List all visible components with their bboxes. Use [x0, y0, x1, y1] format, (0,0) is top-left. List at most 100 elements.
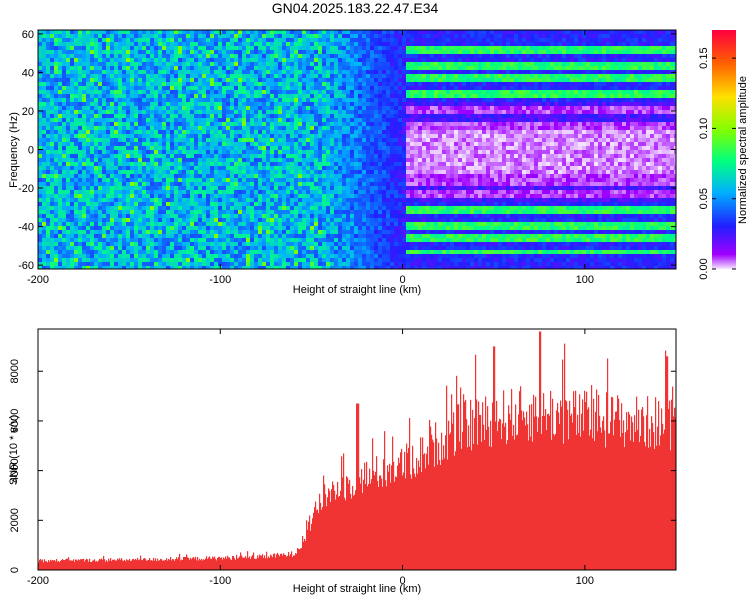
heatmap-cell [270, 94, 274, 98]
heatmap-cell [262, 170, 266, 174]
heatmap-cell [46, 250, 50, 254]
heatmap-cell [58, 54, 62, 58]
heatmap-cell [298, 194, 302, 198]
heatmap-cell [118, 110, 122, 114]
heatmap-cell [330, 150, 334, 154]
heatmap-cell [246, 230, 250, 234]
heatmap-cell [122, 222, 126, 226]
heatmap-cell [362, 158, 366, 162]
heatmap-cell [38, 126, 42, 130]
heatmap-cell [246, 242, 250, 246]
heatmap-cell [106, 254, 110, 258]
heatmap-cell [218, 198, 222, 202]
heatmap-cell [254, 110, 258, 114]
heatmap-cell [222, 230, 226, 234]
heatmap-cell [278, 246, 282, 250]
heatmap-cell [114, 82, 118, 86]
heatmap-cell [246, 78, 250, 82]
heatmap-cell [314, 214, 318, 218]
heatmap-cell [162, 202, 166, 206]
heatmap-cell [226, 166, 230, 170]
heatmap-cell [362, 118, 366, 122]
heatmap-cell [362, 114, 366, 118]
heatmap-cell [130, 126, 134, 130]
heatmap-cell [98, 246, 102, 250]
heatmap-cell [274, 190, 278, 194]
heatmap-cell [198, 178, 202, 182]
heatmap-cell [146, 130, 150, 134]
heatmap-cell [94, 154, 98, 158]
heatmap-cell [214, 218, 218, 222]
heatmap-cell [214, 210, 218, 214]
heatmap-cell [58, 82, 62, 86]
heatmap-cell [330, 158, 334, 162]
heatmap-cell [346, 134, 350, 138]
heatmap-cell [342, 102, 346, 106]
heatmap-cell [322, 110, 326, 114]
heatmap-cell [142, 162, 146, 166]
heatmap-cell [106, 94, 110, 98]
heatmap-cell [150, 198, 154, 202]
heatmap-cell [290, 98, 294, 102]
heatmap-cell [214, 226, 218, 230]
heatmap-cell [318, 38, 322, 42]
heatmap-cell [82, 90, 86, 94]
heatmap-cell [170, 174, 174, 178]
heatmap-cell [178, 50, 182, 54]
heatmap-cell [186, 30, 190, 34]
heatmap-cell [302, 206, 306, 210]
heatmap-cell [110, 78, 114, 82]
heatmap-cell [266, 126, 270, 130]
heatmap-cell [94, 70, 98, 74]
heatmap-cell [46, 78, 50, 82]
heatmap-cell [58, 126, 62, 130]
heatmap-cell [134, 114, 138, 118]
heatmap-cell [154, 222, 158, 226]
heatmap-cell [250, 250, 254, 254]
heatmap-cell [238, 202, 242, 206]
heatmap-cell [158, 214, 162, 218]
heatmap-cell [46, 158, 50, 162]
heatmap-cell [202, 142, 206, 146]
heatmap-cell [222, 214, 226, 218]
heatmap-cell [338, 110, 342, 114]
heatmap-cell [170, 142, 174, 146]
heatmap-cell [290, 94, 294, 98]
heatmap-cell [250, 30, 254, 34]
heatmap-cell [102, 102, 106, 106]
heatmap-cell [154, 258, 158, 262]
heatmap-cell [142, 98, 146, 102]
heatmap-cell [222, 78, 226, 82]
heatmap-cell [222, 86, 226, 90]
heatmap-cell [186, 266, 190, 269]
heatmap-cell [326, 90, 330, 94]
heatmap-cell [114, 142, 118, 146]
heatmap-cell [262, 42, 266, 46]
heatmap-cell [318, 122, 322, 126]
heatmap-cell [210, 178, 214, 182]
heatmap-cell [110, 126, 114, 130]
heatmap-cell [362, 242, 366, 246]
heatmap-cell [74, 138, 78, 142]
heatmap-cell [362, 134, 366, 138]
heatmap-cell [50, 154, 54, 158]
heatmap-cell [58, 110, 62, 114]
heatmap-cell [162, 238, 166, 242]
heatmap-cell [182, 258, 186, 262]
heatmap-cell [230, 174, 234, 178]
heatmap-cell [266, 154, 270, 158]
heatmap-cell [114, 250, 118, 254]
heatmap-cell [150, 226, 154, 230]
heatmap-cell [290, 126, 294, 130]
heatmap-cell [170, 162, 174, 166]
heatmap-cell [206, 46, 210, 50]
heatmap-cell [306, 202, 310, 206]
heatmap-cell [58, 182, 62, 186]
heatmap-cell [194, 158, 198, 162]
heatmap-cell [42, 122, 46, 126]
heatmap-cell [150, 162, 154, 166]
heatmap-cell [106, 142, 110, 146]
heatmap-cell [94, 58, 98, 62]
heatmap-cell [358, 226, 362, 230]
heatmap-cell [246, 170, 250, 174]
